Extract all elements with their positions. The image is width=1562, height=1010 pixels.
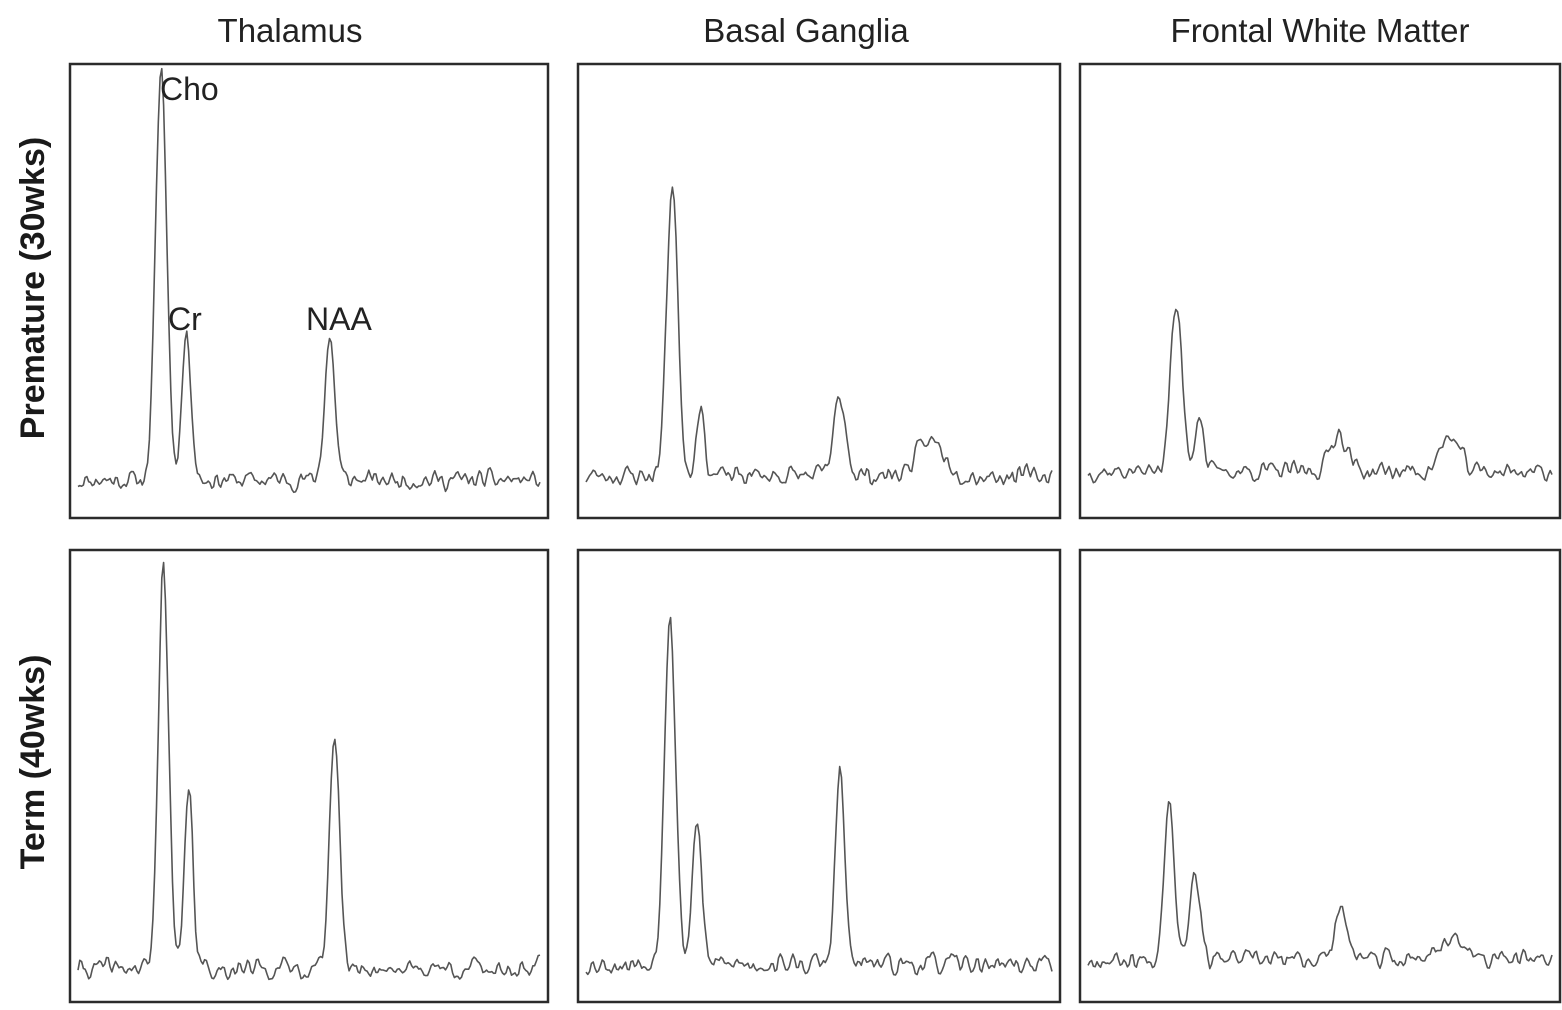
spectrum-traces [77,67,1553,981]
row-title-premature: Premature (30wks) [14,137,52,439]
peak-label-cr: Cr [168,301,202,337]
column-title-thalamus: Thalamus [218,12,363,49]
column-title-basal-ganglia: Basal Ganglia [703,12,909,49]
spectrum-trace-term-thalamus [77,561,541,981]
panel-frame-premature-frontal-white-matter [1078,62,1562,520]
spectrum-trace-premature-frontal-white-matter [1087,308,1553,484]
row-title-term: Term (40wks) [14,655,52,870]
panel-frame-term-frontal-white-matter [1078,548,1562,1004]
panel-frame-premature-thalamus [68,62,550,520]
column-title-frontal-white-matter: Frontal White Matter [1171,12,1470,49]
spectrum-trace-term-basal-ganglia [585,616,1053,976]
peak-label-cho: Cho [160,71,219,107]
spectrum-trace-premature-basal-ganglia [585,186,1053,486]
spectrum-trace-term-frontal-white-matter [1087,800,1553,970]
panel-frame-premature-basal-ganglia [576,62,1062,520]
spectrum-trace-premature-thalamus [77,67,541,494]
panel-frame-term-basal-ganglia [576,548,1062,1004]
panel-frame-term-thalamus [68,548,550,1004]
peak-label-naa: NAA [306,301,372,337]
